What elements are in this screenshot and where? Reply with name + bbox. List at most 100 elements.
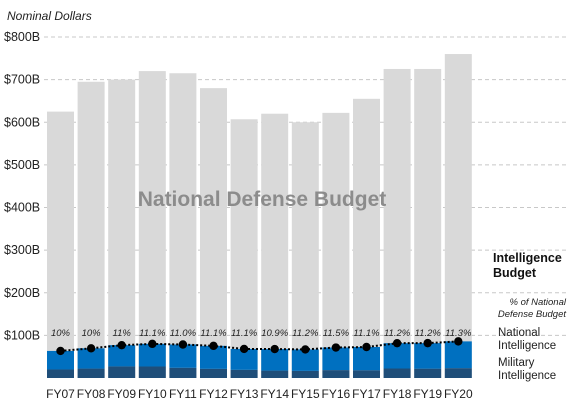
legend-pct-1: % of National [509, 297, 566, 308]
pct-point [86, 344, 96, 353]
pct-point [301, 345, 310, 354]
pct-label: 11.2% [292, 328, 319, 339]
pct-point [454, 337, 463, 346]
defense-bar [138, 71, 166, 378]
military-intel-bar [138, 366, 166, 378]
defense-bar [383, 68, 411, 378]
pct-label: 11.2% [384, 328, 411, 339]
x-tick-label: FY12 [199, 387, 228, 401]
pct-point [209, 341, 218, 351]
national-intel-bar [108, 345, 136, 367]
y-tick-label: $700B [4, 73, 40, 87]
x-tick-label: FY15 [291, 387, 320, 401]
national-intel-bar [138, 343, 166, 367]
military-intel-bar [200, 368, 227, 378]
pct-label: 11.1% [353, 328, 380, 339]
pct-point [331, 343, 341, 352]
y-tick-label: $300B [4, 243, 40, 257]
defense-bar [322, 112, 350, 378]
pct-label: 10.9% [261, 328, 288, 339]
x-tick-label: FY18 [383, 387, 412, 401]
pct-point [56, 346, 65, 356]
legend-intel-title-1: Intelligence [493, 251, 562, 265]
pct-label: 11.1% [231, 328, 258, 339]
military-intel-bar [169, 367, 197, 378]
pct-point [423, 338, 432, 348]
national-intel-bar [230, 348, 258, 370]
legend-national-1: National [498, 327, 540, 339]
intelligence-bars [47, 341, 472, 378]
military-intel-bar [77, 368, 105, 378]
military-intel-bar [47, 369, 74, 378]
pct-point [178, 340, 188, 349]
defense-bar [444, 54, 472, 379]
pct-label: 11.2% [415, 328, 442, 339]
military-intel-bar [383, 368, 411, 378]
x-tick-label: FY08 [77, 387, 106, 401]
defense-bar [108, 79, 136, 378]
national-intel-bar [291, 349, 319, 371]
y-axis: $800B $700B $600B $500B $400B $300B $200B $100B [4, 30, 40, 342]
legend: Intelligence Budget % of National Defens… [493, 251, 567, 382]
x-axis: FY07 FY08 FY09 FY10 FY11 FY12 FY13 FY14 FY15 FY16… [46, 387, 473, 401]
y-tick-label: $800B [4, 30, 40, 44]
national-intel-bar [414, 343, 442, 369]
pct-label: 11.5% [323, 328, 350, 339]
defense-bar [291, 122, 319, 378]
national-intel-bar [169, 344, 197, 368]
pct-trend-line [60, 340, 459, 352]
pct-point [148, 339, 157, 349]
military-intel-bar [108, 366, 136, 378]
pct-label: 10% [82, 328, 102, 339]
x-tick-label: FY09 [107, 387, 136, 401]
pct-line [56, 337, 463, 356]
pct-point [270, 344, 279, 354]
pct-point [239, 344, 249, 354]
y-tick-label: $400B [4, 201, 40, 215]
x-tick-label: FY16 [322, 387, 351, 401]
military-intel-bar [261, 370, 289, 378]
pct-label: 10% [51, 328, 71, 339]
military-intel-bar [322, 370, 350, 378]
military-intel-bar [291, 370, 319, 378]
y-tick-label: $200B [4, 286, 40, 300]
defense-bar [230, 119, 258, 379]
y-tick-label: $100B [4, 328, 40, 342]
pct-point [392, 338, 402, 348]
defense-bar [261, 113, 289, 378]
x-tick-label: FY17 [352, 387, 381, 401]
pct-label: 11.3% [445, 328, 472, 339]
x-tick-label: FY13 [230, 387, 259, 401]
defense-bar [169, 73, 197, 378]
defense-bar [47, 111, 74, 378]
defense-bar [414, 68, 442, 378]
x-tick-label: FY19 [413, 387, 442, 401]
national-intel-bar [200, 345, 227, 369]
pct-label: 11.0% [170, 328, 197, 339]
x-tick-label: FY10 [138, 387, 167, 401]
national-intel-bar [444, 341, 472, 369]
national-intel-bar [261, 349, 289, 371]
military-intel-bar [444, 368, 472, 378]
defense-bars [47, 54, 472, 379]
pct-point [117, 340, 126, 350]
military-intel-bar [353, 370, 380, 378]
unit-label: Nominal Dollars [7, 9, 92, 23]
legend-intel-title-2: Budget [493, 266, 537, 280]
defense-bar [353, 98, 380, 379]
pct-labels: 10% 10% 11% 11.1% 11.0% 11.1% 11.1% 10.9% 11.2% 1… [51, 328, 472, 339]
national-intel-bar [353, 347, 380, 371]
y-tick-label: $500B [4, 158, 40, 172]
legend-national-2: Intelligence [498, 340, 556, 352]
x-tick-label: FY11 [169, 387, 197, 401]
legend-pct-2: Defense Budget [498, 309, 566, 320]
pct-point [362, 342, 371, 352]
y-tick-label: $600B [4, 115, 40, 129]
national-intel-bar [47, 350, 74, 370]
national-intel-bar [77, 348, 105, 369]
x-tick-label: FY14 [260, 387, 289, 401]
legend-military-2: Intelligence [498, 370, 556, 382]
watermark-title: National Defense Budget [138, 188, 387, 211]
